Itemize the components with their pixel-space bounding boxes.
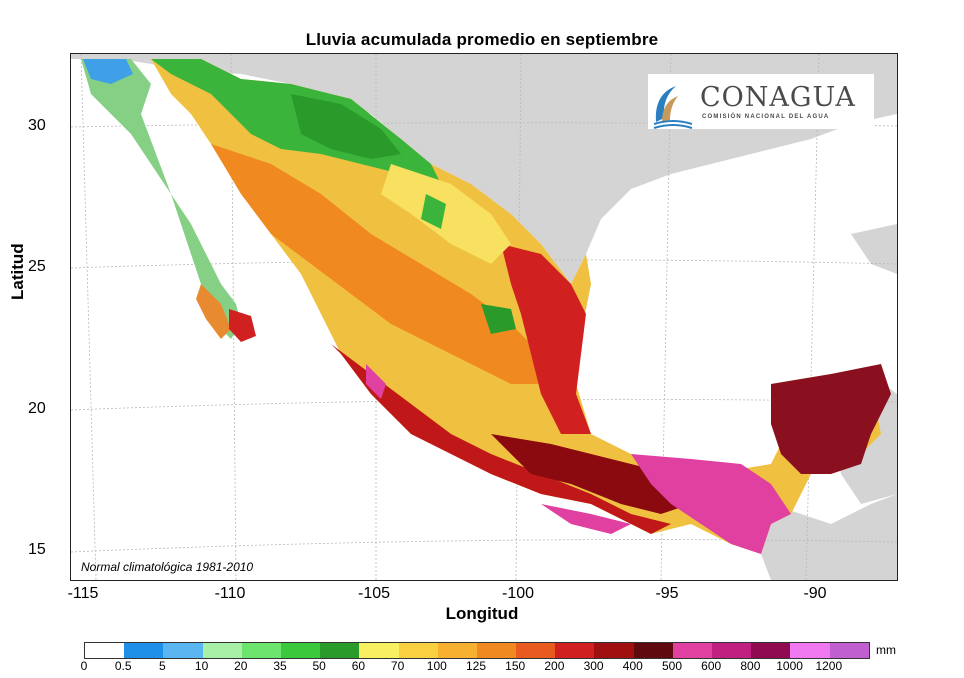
legend-tick-label: 200 — [544, 659, 565, 673]
map-area: CONAGUA COMISIÓN NACIONAL DEL AGUA Norma… — [70, 53, 898, 581]
logo-name: CONAGUA — [700, 82, 856, 113]
x-axis-label: Longitud — [445, 604, 519, 623]
map-title: Lluvia acumulada promedio en septiembre — [305, 30, 659, 49]
y-tick-label: 20 — [28, 400, 46, 417]
coahuila-green — [421, 194, 446, 229]
legend-swatch — [633, 643, 673, 658]
x-tick-label: -110 — [214, 585, 246, 602]
sinaloa-magenta — [366, 364, 386, 399]
legend-swatch — [163, 643, 203, 658]
conagua-logo: CONAGUA COMISIÓN NACIONAL DEL AGUA — [648, 74, 874, 129]
legend-tick-label: 400 — [622, 659, 643, 673]
x-tick-label: -115 — [67, 585, 99, 602]
oaxaca-magenta — [541, 504, 631, 534]
precipitation-map — [71, 54, 897, 580]
legend-swatch — [359, 643, 399, 658]
mexico-mainland — [151, 59, 881, 554]
x-tick-label: -95 — [655, 585, 679, 602]
legend-tick-label: 0 — [80, 659, 88, 673]
legend-unit: mm — [876, 643, 896, 657]
baja-california-north — [81, 59, 241, 339]
legend-tick-label: 60 — [351, 659, 366, 673]
legend-swatch — [437, 643, 477, 658]
gulf-red — [501, 244, 591, 434]
legend-swatch — [751, 643, 791, 658]
legend-tick-label: 125 — [465, 659, 487, 673]
chiapas-magenta — [631, 454, 791, 554]
conagua-emblem-icon — [653, 86, 693, 129]
legend-tick-label: 1200 — [815, 659, 843, 673]
baja-blue-patch — [83, 59, 133, 84]
legend-tick-label: 500 — [661, 659, 683, 673]
legend-tick-label: 35 — [273, 659, 287, 673]
legend-swatch — [594, 643, 634, 658]
legend-swatch — [476, 643, 517, 658]
legend-tick-label: 600 — [701, 659, 722, 673]
legend-tick-label: 300 — [583, 659, 604, 673]
sierra-orange — [211, 144, 551, 384]
x-tick-label: -100 — [501, 585, 535, 602]
y-tick-label: 30 — [28, 117, 46, 134]
legend-tick-label: 5 — [159, 659, 166, 673]
legend-swatch — [516, 643, 556, 658]
legend-swatch — [555, 643, 595, 658]
legend-tick-label: 20 — [234, 659, 248, 673]
y-tick-label: 25 — [28, 258, 46, 275]
cuba-land — [851, 224, 897, 274]
x-tick-label: -90 — [803, 585, 827, 602]
legend-swatch — [712, 643, 752, 658]
x-tick-label: -105 — [357, 585, 391, 602]
baja-cape-red — [229, 309, 256, 342]
legend-tick-label: 100 — [426, 659, 447, 673]
zacatecas-green — [481, 304, 516, 334]
legend-swatch — [202, 643, 242, 658]
color-legend — [84, 642, 870, 659]
climatology-note: Normal climatológica 1981-2010 — [81, 560, 254, 574]
legend-tick-label: 1000 — [776, 659, 803, 673]
legend-tick-label: 70 — [390, 659, 405, 673]
legend-tick-label: 50 — [312, 659, 326, 673]
legend-swatch — [672, 643, 712, 658]
y-tick-label: 15 — [28, 541, 46, 558]
legend-swatch — [829, 643, 869, 658]
plateau-yellow — [381, 164, 511, 264]
legend-tick-label: 150 — [505, 659, 526, 673]
legend-swatch — [124, 643, 164, 658]
legend-swatch — [398, 643, 438, 658]
legend-swatch — [280, 643, 321, 658]
legend-tick-label: 0.5 — [114, 659, 132, 673]
central-america-land — [761, 494, 897, 580]
legend-tick-label: 800 — [740, 659, 761, 673]
legend-swatch — [790, 643, 830, 658]
legend-swatch — [241, 643, 281, 658]
legend-swatch — [320, 643, 360, 658]
yucatan-darkred — [771, 364, 891, 474]
legend-tick-label: 10 — [194, 659, 209, 673]
y-axis-label: Latitud — [8, 243, 27, 300]
legend-swatch — [85, 643, 125, 658]
logo-subtitle: COMISIÓN NACIONAL DEL AGUA — [702, 114, 830, 120]
baja-south-tip — [196, 284, 231, 339]
south-darkred — [491, 434, 691, 514]
chihuahua-green — [291, 94, 401, 159]
